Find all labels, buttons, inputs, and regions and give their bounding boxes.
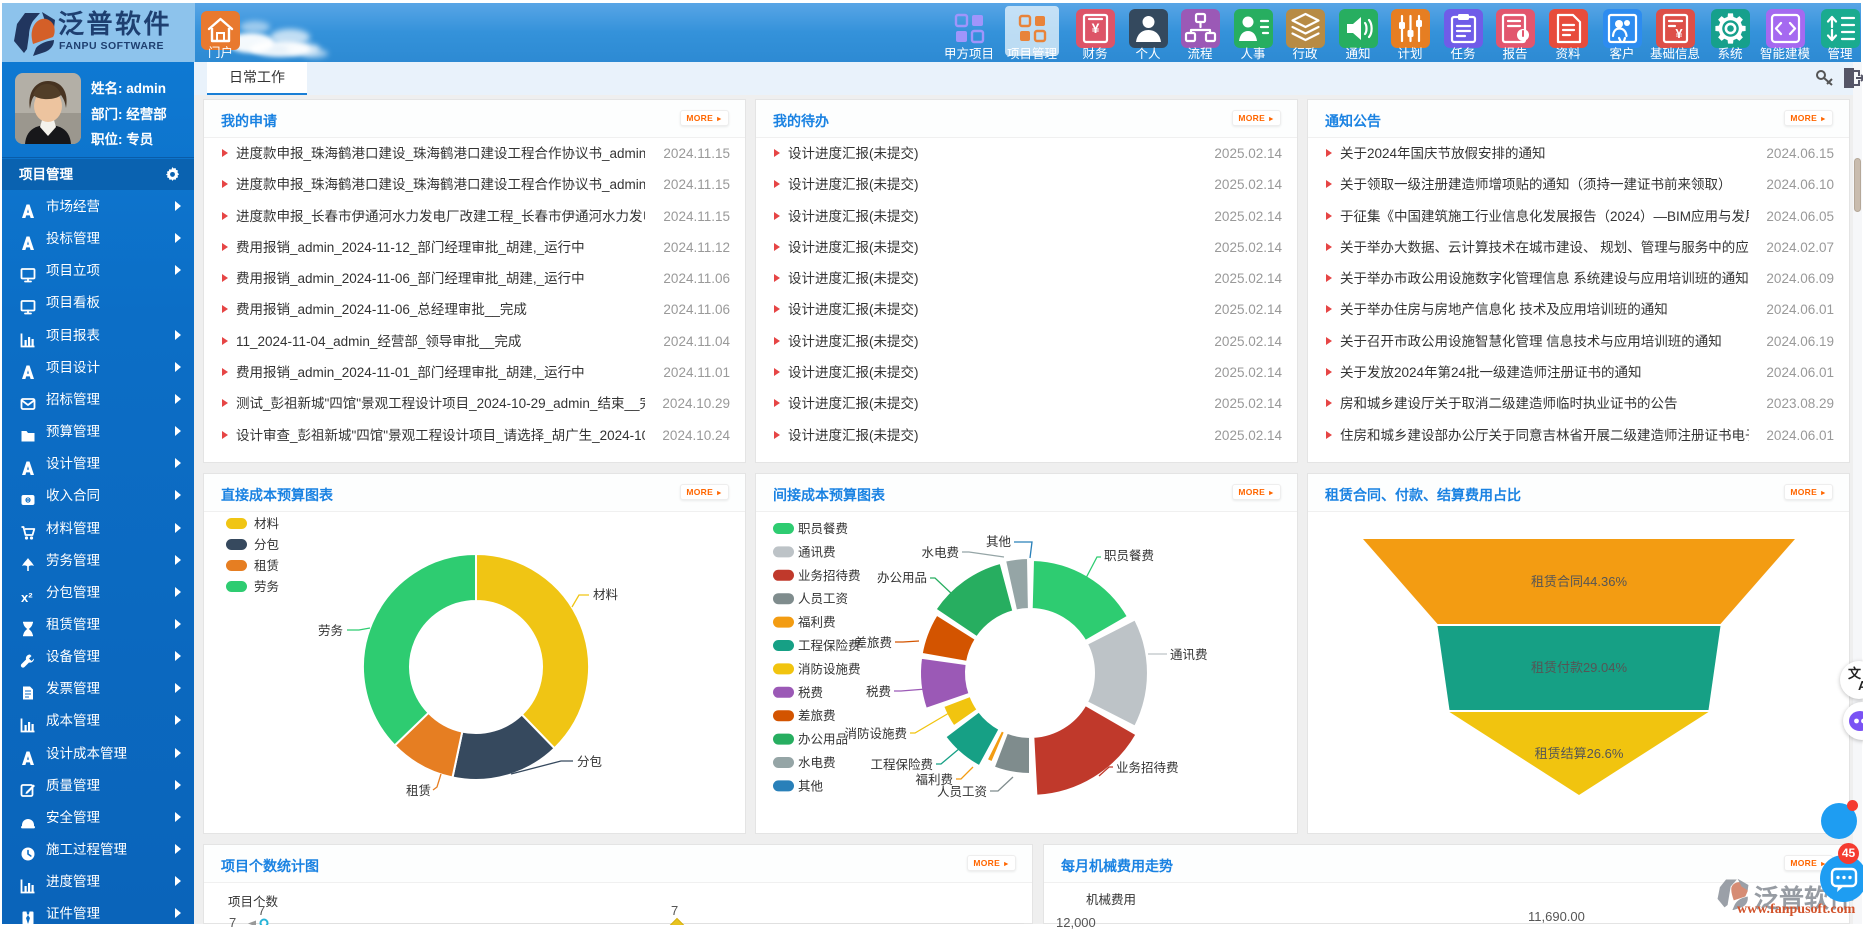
svg-text:劳务: 劳务	[254, 579, 279, 594]
svg-text:消防设施费: 消防设施费	[844, 726, 907, 741]
svg-text:租赁: 租赁	[254, 559, 279, 573]
svg-text:劳务: 劳务	[318, 623, 343, 638]
svg-text:业务招待费: 业务招待费	[798, 568, 861, 583]
svg-text:通讯费: 通讯费	[798, 545, 836, 559]
svg-text:租赁结算26.6%: 租赁结算26.6%	[1535, 746, 1624, 761]
svg-text:租赁合同44.36%: 租赁合同44.36%	[1531, 574, 1628, 589]
svg-text:办公用品: 办公用品	[798, 732, 848, 747]
svg-text:职员餐费: 职员餐费	[798, 521, 848, 536]
svg-text:职员餐费: 职员餐费	[1104, 548, 1154, 563]
svg-text:租赁付款29.04%: 租赁付款29.04%	[1531, 660, 1628, 675]
svg-text:x²: x²	[21, 590, 33, 605]
svg-text:工程保险费: 工程保险费	[870, 757, 933, 772]
svg-text:税费: 税费	[798, 686, 823, 700]
svg-text:福利费: 福利费	[915, 772, 953, 787]
svg-text:分包: 分包	[254, 538, 279, 552]
svg-text:人员工资: 人员工资	[798, 592, 848, 606]
svg-text:其他: 其他	[986, 535, 1012, 549]
svg-text:租赁: 租赁	[406, 784, 431, 798]
svg-text:材料: 材料	[593, 588, 619, 602]
svg-text:税费: 税费	[866, 685, 891, 699]
svg-text:业务招待费: 业务招待费	[1116, 760, 1179, 775]
svg-text:水电费: 水电费	[798, 756, 836, 770]
svg-text:¥: ¥	[1675, 26, 1683, 41]
svg-text:差旅费: 差旅费	[798, 709, 836, 723]
svg-text:分包: 分包	[577, 755, 602, 769]
svg-text:差旅费: 差旅费	[854, 636, 892, 650]
svg-text:其他: 其他	[798, 779, 824, 793]
svg-text:材料: 材料	[254, 517, 280, 531]
svg-text:福利费: 福利费	[798, 615, 836, 630]
svg-text:通讯费: 通讯费	[1170, 648, 1208, 662]
svg-text:文: 文	[1848, 666, 1862, 681]
svg-text:人员工资: 人员工资	[937, 785, 987, 799]
svg-text:0: 0	[27, 498, 30, 504]
svg-text:A: A	[1858, 678, 1863, 693]
svg-text:水电费: 水电费	[921, 546, 959, 560]
svg-text:消防设施费: 消防设施费	[798, 661, 861, 676]
svg-text:¥: ¥	[1091, 20, 1099, 36]
svg-text:工程保险费: 工程保险费	[798, 638, 861, 653]
svg-text:办公用品: 办公用品	[877, 570, 927, 585]
